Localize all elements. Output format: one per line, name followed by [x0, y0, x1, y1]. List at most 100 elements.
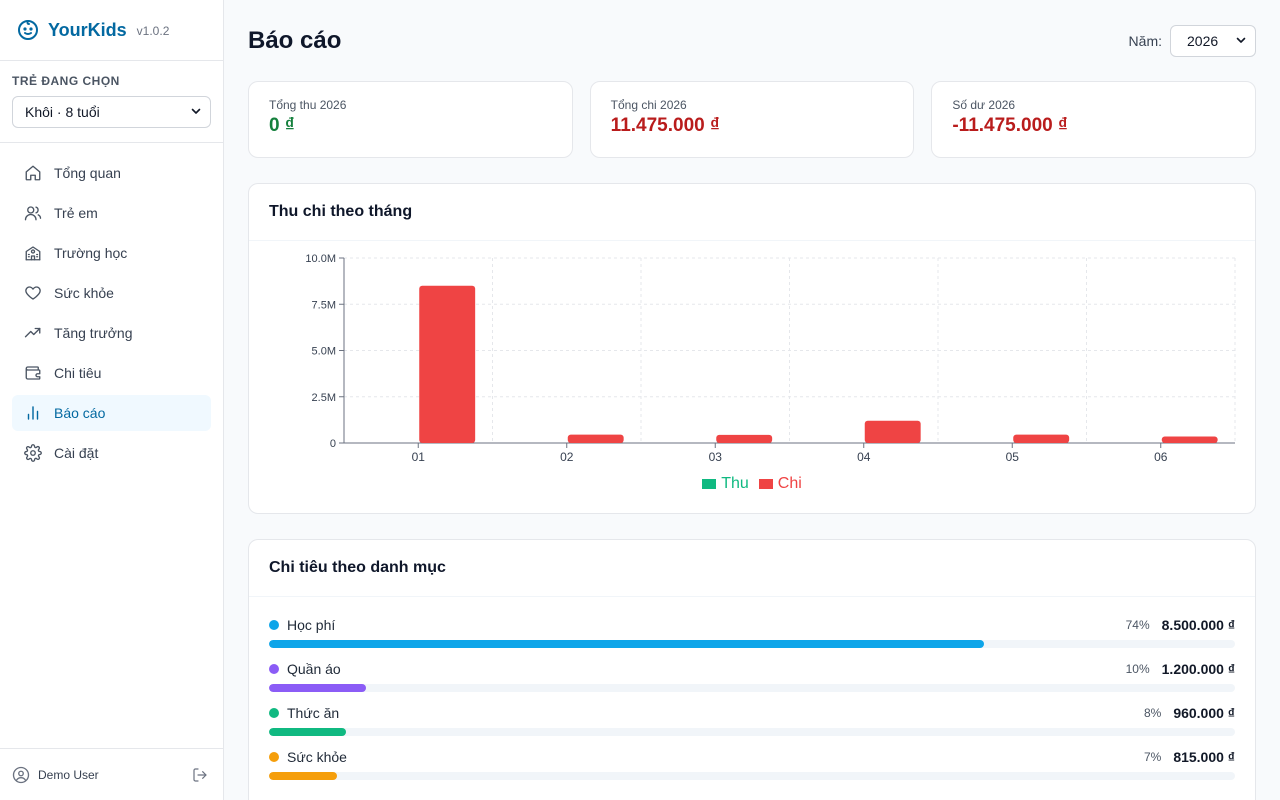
year-select-value: 2026 — [1187, 33, 1219, 49]
legend-label: Thu — [721, 475, 749, 492]
x-tick-label: 06 — [1154, 450, 1168, 464]
monthly-chart-card: Thu chi theo tháng 0 2.5M 5.0M 7.5M 10.0M 01 0… — [248, 183, 1256, 514]
sidebar-item-label: Tổng quan — [54, 165, 121, 181]
chevron-down-icon — [1235, 33, 1247, 49]
x-tick-label: 04 — [857, 450, 871, 464]
sidebar-item-overview[interactable]: Tổng quan — [12, 155, 211, 191]
category-progress-track — [269, 728, 1235, 736]
app-name: YourKids — [48, 19, 127, 40]
child-select-value: Khôi · 8 tuổi — [25, 104, 100, 120]
stat-value: 0 ₫ — [269, 115, 295, 136]
sidebar-item-reports[interactable]: Báo cáo — [12, 395, 211, 431]
stat-card-balance: Số dư 2026 -11.475.000 ₫ — [931, 81, 1257, 158]
category-card: Chi tiêu theo danh mục Học phí 74% 8.500… — [248, 539, 1256, 800]
child-selector-section: TRẺ ĐANG CHỌN Khôi · 8 tuổi — [0, 61, 223, 143]
bar-chi — [419, 285, 476, 443]
sidebar-item-label: Cài đặt — [54, 445, 99, 461]
school-icon — [24, 244, 42, 262]
app-version: v1.0.2 — [136, 24, 170, 38]
x-tick-label: 03 — [709, 450, 723, 464]
category-percent: 8% — [1143, 706, 1162, 720]
trending-up-icon — [24, 324, 42, 342]
category-row: Quần áo 10% 1.200.000 ₫ — [269, 659, 1235, 703]
year-filter: Năm: 2026 — [1129, 25, 1256, 57]
category-progress-fill — [269, 728, 347, 736]
category-name: Học phí — [287, 617, 336, 633]
x-tick-label: 02 — [560, 450, 574, 464]
category-card-title: Chi tiêu theo danh mục — [249, 540, 1255, 597]
x-tick-label: 05 — [1006, 450, 1020, 464]
category-dot — [269, 664, 279, 674]
category-percent: 10% — [1125, 662, 1150, 676]
y-tick-label: 0 — [330, 438, 336, 450]
y-tick-label: 5.0M — [312, 346, 336, 358]
bar-chi — [716, 434, 773, 443]
sidebar-item-children[interactable]: Trẻ em — [12, 195, 211, 231]
gear-icon — [24, 444, 42, 462]
bar-chart-icon — [24, 404, 42, 422]
category-percent: 74% — [1125, 618, 1150, 632]
stat-card-income: Tổng thu 2026 0 ₫ — [248, 81, 573, 158]
bar-chi — [1013, 434, 1070, 443]
legend-label: Chi — [777, 475, 802, 492]
category-amount: 8.500.000 ₫ — [1161, 617, 1235, 633]
category-dot — [269, 708, 279, 718]
sidebar-item-label: Báo cáo — [54, 405, 106, 421]
monthly-bar-chart: 0 2.5M 5.0M 7.5M 10.0M 01 02 03 04 05 06 — [305, 253, 1236, 464]
legend-swatch — [758, 479, 773, 489]
sidebar-nav: Tổng quan Trẻ em Trường học Sức khỏe Tăn… — [0, 143, 223, 471]
child-select[interactable]: Khôi · 8 tuổi — [12, 96, 211, 128]
category-dot — [269, 620, 279, 630]
stat-card-expense: Tổng chi 2026 11.475.000 ₫ — [589, 81, 915, 158]
wallet-icon — [24, 364, 42, 382]
stat-value: -11.475.000 ₫ — [952, 115, 1068, 136]
sidebar-item-expenses[interactable]: Chi tiêu — [12, 355, 211, 391]
legend-item-expense[interactable]: Chi — [758, 475, 802, 493]
chart-legend: Thu Chi — [249, 475, 1255, 493]
sidebar-item-school[interactable]: Trường học — [12, 235, 211, 271]
heart-icon — [24, 284, 42, 302]
stats-row: Tổng thu 2026 0 ₫ Tổng chi 2026 11.475.0… — [248, 81, 1257, 158]
category-amount: 960.000 ₫ — [1173, 705, 1235, 721]
category-name: Quần áo — [287, 661, 341, 677]
category-progress-track — [269, 684, 1235, 692]
user-name: Demo User — [38, 767, 99, 782]
legend-item-income[interactable]: Thu — [702, 475, 749, 493]
baby-face-icon — [16, 18, 40, 42]
brand[interactable]: YourKids v1.0.2 — [0, 0, 223, 61]
category-dot — [269, 752, 279, 762]
category-list: Học phí 74% 8.500.000 ₫ Quần áo 10% 1.20… — [249, 597, 1255, 791]
category-progress-track — [269, 640, 1235, 648]
category-name: Sức khỏe — [287, 749, 347, 765]
users-icon — [24, 204, 42, 222]
category-row: Sức khỏe 7% 815.000 ₫ — [269, 747, 1235, 791]
page-title: Báo cáo — [248, 27, 342, 54]
sidebar-item-label: Sức khỏe — [54, 285, 114, 301]
year-select[interactable]: 2026 — [1170, 25, 1256, 57]
page-header: Báo cáo Năm: 2026 — [248, 24, 1256, 58]
sidebar-item-label: Trẻ em — [54, 205, 98, 221]
home-icon — [24, 164, 42, 182]
category-progress-fill — [269, 640, 984, 648]
category-progress-fill — [269, 772, 337, 780]
chevron-down-icon — [190, 104, 202, 120]
category-amount: 1.200.000 ₫ — [1161, 661, 1235, 677]
bar-chi — [864, 420, 921, 443]
sidebar-item-label: Trường học — [54, 245, 128, 261]
sidebar-item-settings[interactable]: Cài đặt — [12, 435, 211, 471]
category-row: Thức ăn 8% 960.000 ₫ — [269, 703, 1235, 747]
category-percent: 7% — [1143, 750, 1162, 764]
category-amount: 815.000 ₫ — [1173, 749, 1235, 765]
sidebar-item-health[interactable]: Sức khỏe — [12, 275, 211, 311]
user-bar: Demo User — [0, 748, 224, 800]
sidebar-item-growth[interactable]: Tăng trưởng — [12, 315, 211, 351]
chart-body: 0 2.5M 5.0M 7.5M 10.0M 01 02 03 04 05 06 Thu Chi — [249, 241, 1255, 513]
x-tick-label: 01 — [412, 450, 426, 464]
logout-icon[interactable] — [192, 767, 208, 783]
stat-label: Tổng thu 2026 — [269, 98, 347, 112]
legend-swatch — [702, 479, 717, 489]
chart-card-title: Thu chi theo tháng — [249, 184, 1255, 241]
bar-chi — [567, 434, 624, 443]
main-content: Báo cáo Năm: 2026 Tổng thu 2026 0 ₫ Tổng… — [224, 0, 1280, 800]
sidebar-item-label: Chi tiêu — [54, 365, 102, 381]
